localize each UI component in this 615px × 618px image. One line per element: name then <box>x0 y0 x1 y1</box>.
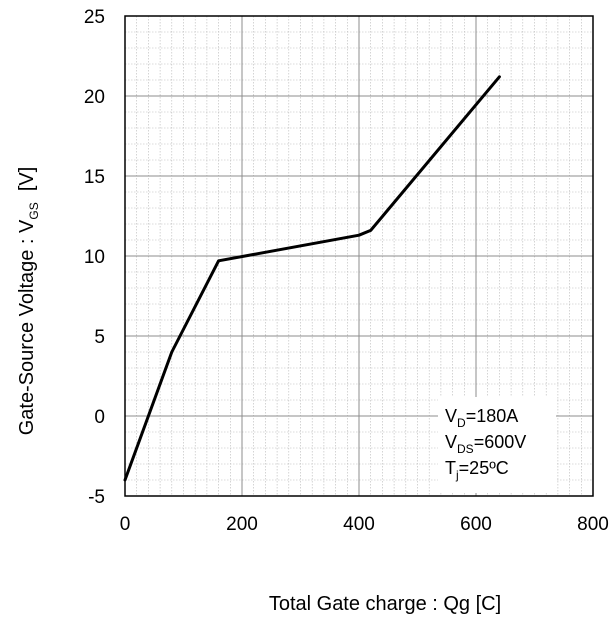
y-axis-title-unit: [V] <box>16 167 38 203</box>
y-tick-label: 0 <box>94 407 105 428</box>
x-tick-label: 200 <box>226 514 258 535</box>
x-tick-label: 800 <box>577 514 609 535</box>
y-axis-title-subscript: GS <box>27 202 41 219</box>
y-tick-label: 5 <box>94 327 105 348</box>
y-tick-label: 20 <box>84 87 105 108</box>
y-tick-label: 25 <box>84 7 105 28</box>
legend-entry: VD=180A <box>445 406 518 430</box>
legend-entry: VDS=600V <box>445 432 526 456</box>
series-layer <box>123 75 501 482</box>
y-axis-title: Gate-Source Voltage : VGS [V] <box>16 167 41 436</box>
x-tick-label: 0 <box>120 514 131 535</box>
x-tick-label: 600 <box>460 514 492 535</box>
legend-entry: Tj=25ºC <box>445 458 509 482</box>
x-axis-title: Total Gate charge : Qg [C] <box>269 593 501 615</box>
x-tick-labels: 0 200 400 600 800 <box>120 514 609 535</box>
plot-area-frame <box>124 15 594 497</box>
y-tick-label: 15 <box>84 167 105 188</box>
y-tick-label: 10 <box>84 247 105 268</box>
y-tick-label: -5 <box>88 487 105 508</box>
x-tick-label: 400 <box>343 514 375 535</box>
y-tick-labels: -5 0 5 10 15 20 25 <box>84 7 105 508</box>
y-axis-title-main: Gate-Source Voltage : V <box>16 219 38 435</box>
legend-background <box>438 397 556 493</box>
series-line <box>123 75 501 482</box>
